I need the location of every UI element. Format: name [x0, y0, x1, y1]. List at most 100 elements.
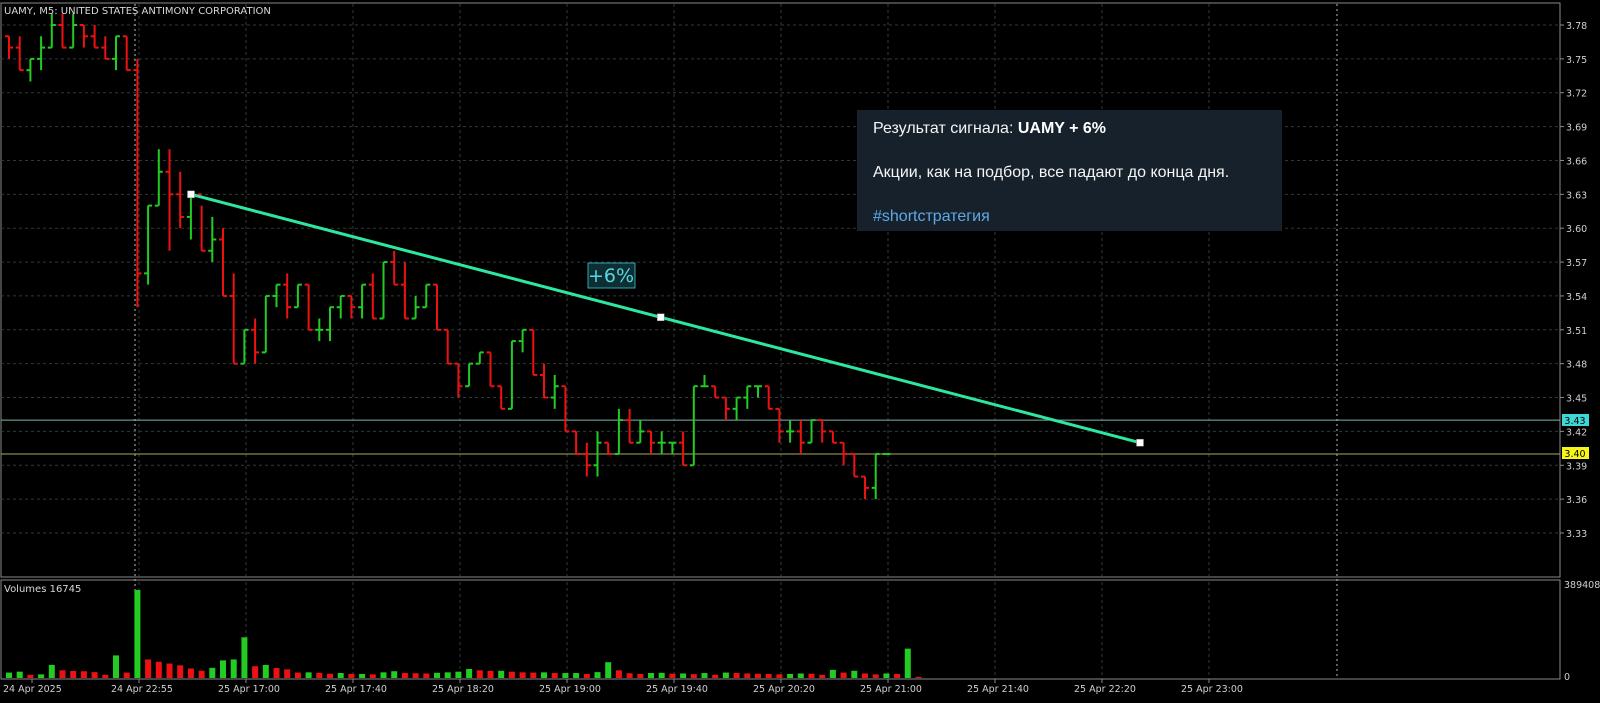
volume-bar	[851, 670, 858, 678]
volume-bar	[669, 673, 676, 678]
signal-result-line: Результат сигнала: UAMY + 6%	[873, 120, 1107, 137]
ohlc-bar	[775, 407, 784, 443]
ohlc-bar	[79, 24, 88, 48]
ohlc-bar	[486, 351, 495, 388]
ohlc-bar	[647, 430, 655, 454]
y-tick-label: 3.36	[1566, 495, 1587, 506]
ohlc-bar	[336, 294, 345, 319]
volume-bar	[273, 668, 280, 678]
ohlc-bar	[69, 13, 78, 49]
y-tick-label: 3.39	[1566, 461, 1587, 472]
volume-bar	[434, 672, 440, 678]
trend-percent-label[interactable]: +6%	[587, 262, 636, 289]
volume-bar	[220, 660, 226, 678]
svg-text:3.43: 3.43	[1564, 416, 1585, 427]
ohlc-bar	[743, 385, 752, 409]
x-tick-label: 25 Apr 20:20	[753, 684, 815, 695]
ohlc-bar	[732, 396, 741, 421]
x-tick-label: 25 Apr 21:40	[967, 684, 1029, 695]
ohlc-bar	[572, 430, 581, 455]
ohlc-bar	[219, 228, 227, 297]
ohlc-bar	[144, 204, 153, 285]
ohlc-bar	[379, 261, 388, 320]
ohlc-bar	[304, 283, 313, 331]
ohlc-bar	[272, 283, 281, 308]
volume-bar	[91, 672, 98, 678]
ohlc-bar	[614, 408, 623, 455]
y-tick-label: 3.33	[1566, 529, 1587, 540]
ohlc-bar	[861, 475, 869, 500]
volume-bar	[380, 672, 387, 678]
x-tick-label: 25 Apr 23:00	[1181, 684, 1243, 695]
volume-bar	[327, 673, 333, 678]
y-tick-label: 3.42	[1566, 427, 1587, 438]
volume-bar	[80, 671, 87, 678]
ohlc-bar	[240, 328, 249, 365]
volume-bar	[123, 672, 130, 678]
x-tick-label: 25 Apr 19:00	[539, 684, 601, 695]
volume-bar	[230, 659, 237, 678]
volume-bar	[423, 673, 430, 678]
ohlc-bar	[679, 431, 688, 467]
ohlc-bar	[133, 58, 142, 308]
volume-bar	[466, 668, 473, 678]
volume-bar	[904, 648, 911, 678]
volume-bar	[177, 665, 184, 678]
volume-bar	[722, 672, 729, 678]
ohlc-bar	[400, 262, 409, 320]
price-bars	[5, 13, 891, 500]
ohlc-bar	[529, 328, 538, 376]
volume-bar	[284, 669, 291, 678]
volume-bar	[166, 663, 173, 678]
ohlc-bar	[368, 273, 377, 320]
ohlc-bar	[465, 362, 474, 388]
x-tick-label: 24 Apr 2025	[3, 684, 62, 695]
y-tick-label: 3.48	[1566, 360, 1587, 371]
hashtag-link[interactable]: #shortстратегия	[873, 208, 990, 225]
last-price-tag: 3.40	[1562, 447, 1589, 460]
x-tick-label: 24 Apr 22:55	[111, 684, 173, 695]
svg-text:3.40: 3.40	[1564, 449, 1585, 460]
volume-bar	[637, 673, 644, 678]
ohlc-bar	[165, 149, 174, 251]
ohlc-bar	[454, 362, 463, 398]
volume-bar	[744, 673, 751, 678]
ohlc-bar	[593, 431, 602, 477]
volume-bar	[915, 676, 922, 678]
volume-bar	[391, 671, 398, 678]
ohlc-bar	[604, 441, 613, 455]
ohlc-bar	[721, 396, 730, 421]
ohlc-bar	[122, 35, 131, 72]
y-tick-label: 3.72	[1566, 89, 1587, 100]
volume-bars	[6, 590, 922, 678]
volume-bar	[648, 673, 654, 678]
bid-price-tag: 3.43	[1562, 414, 1589, 427]
ohlc-bar	[154, 149, 163, 207]
volume-bar	[59, 670, 66, 678]
ohlc-bar	[390, 250, 399, 286]
volume-bar	[797, 673, 804, 678]
ohlc-bar	[807, 419, 816, 444]
volume-bar	[626, 673, 633, 678]
volume-bar	[359, 673, 366, 678]
grid	[1, 4, 1560, 678]
price-pane-frame	[0, 2, 1561, 578]
volume-bar	[187, 668, 194, 678]
volume-bar	[583, 673, 590, 678]
ohlc-bar	[550, 374, 559, 409]
ohlc-bar	[197, 193, 206, 252]
ohlc-bar	[358, 283, 367, 319]
volume-bar	[348, 673, 355, 678]
y-tick-label: 3.60	[1566, 224, 1587, 235]
volume-bar	[776, 674, 783, 678]
trendline[interactable]	[187, 190, 1144, 447]
volume-bar	[551, 673, 558, 678]
y-tick-label: 3.57	[1566, 258, 1587, 269]
ohlc-bar	[636, 420, 645, 444]
trendline-handle	[1136, 438, 1144, 447]
chart-title: UAMY, M5: UNITED STATES ANTIMONY CORPORA…	[4, 6, 271, 17]
volume-bar	[862, 673, 868, 678]
y-tick-label: 3.78	[1566, 21, 1587, 32]
